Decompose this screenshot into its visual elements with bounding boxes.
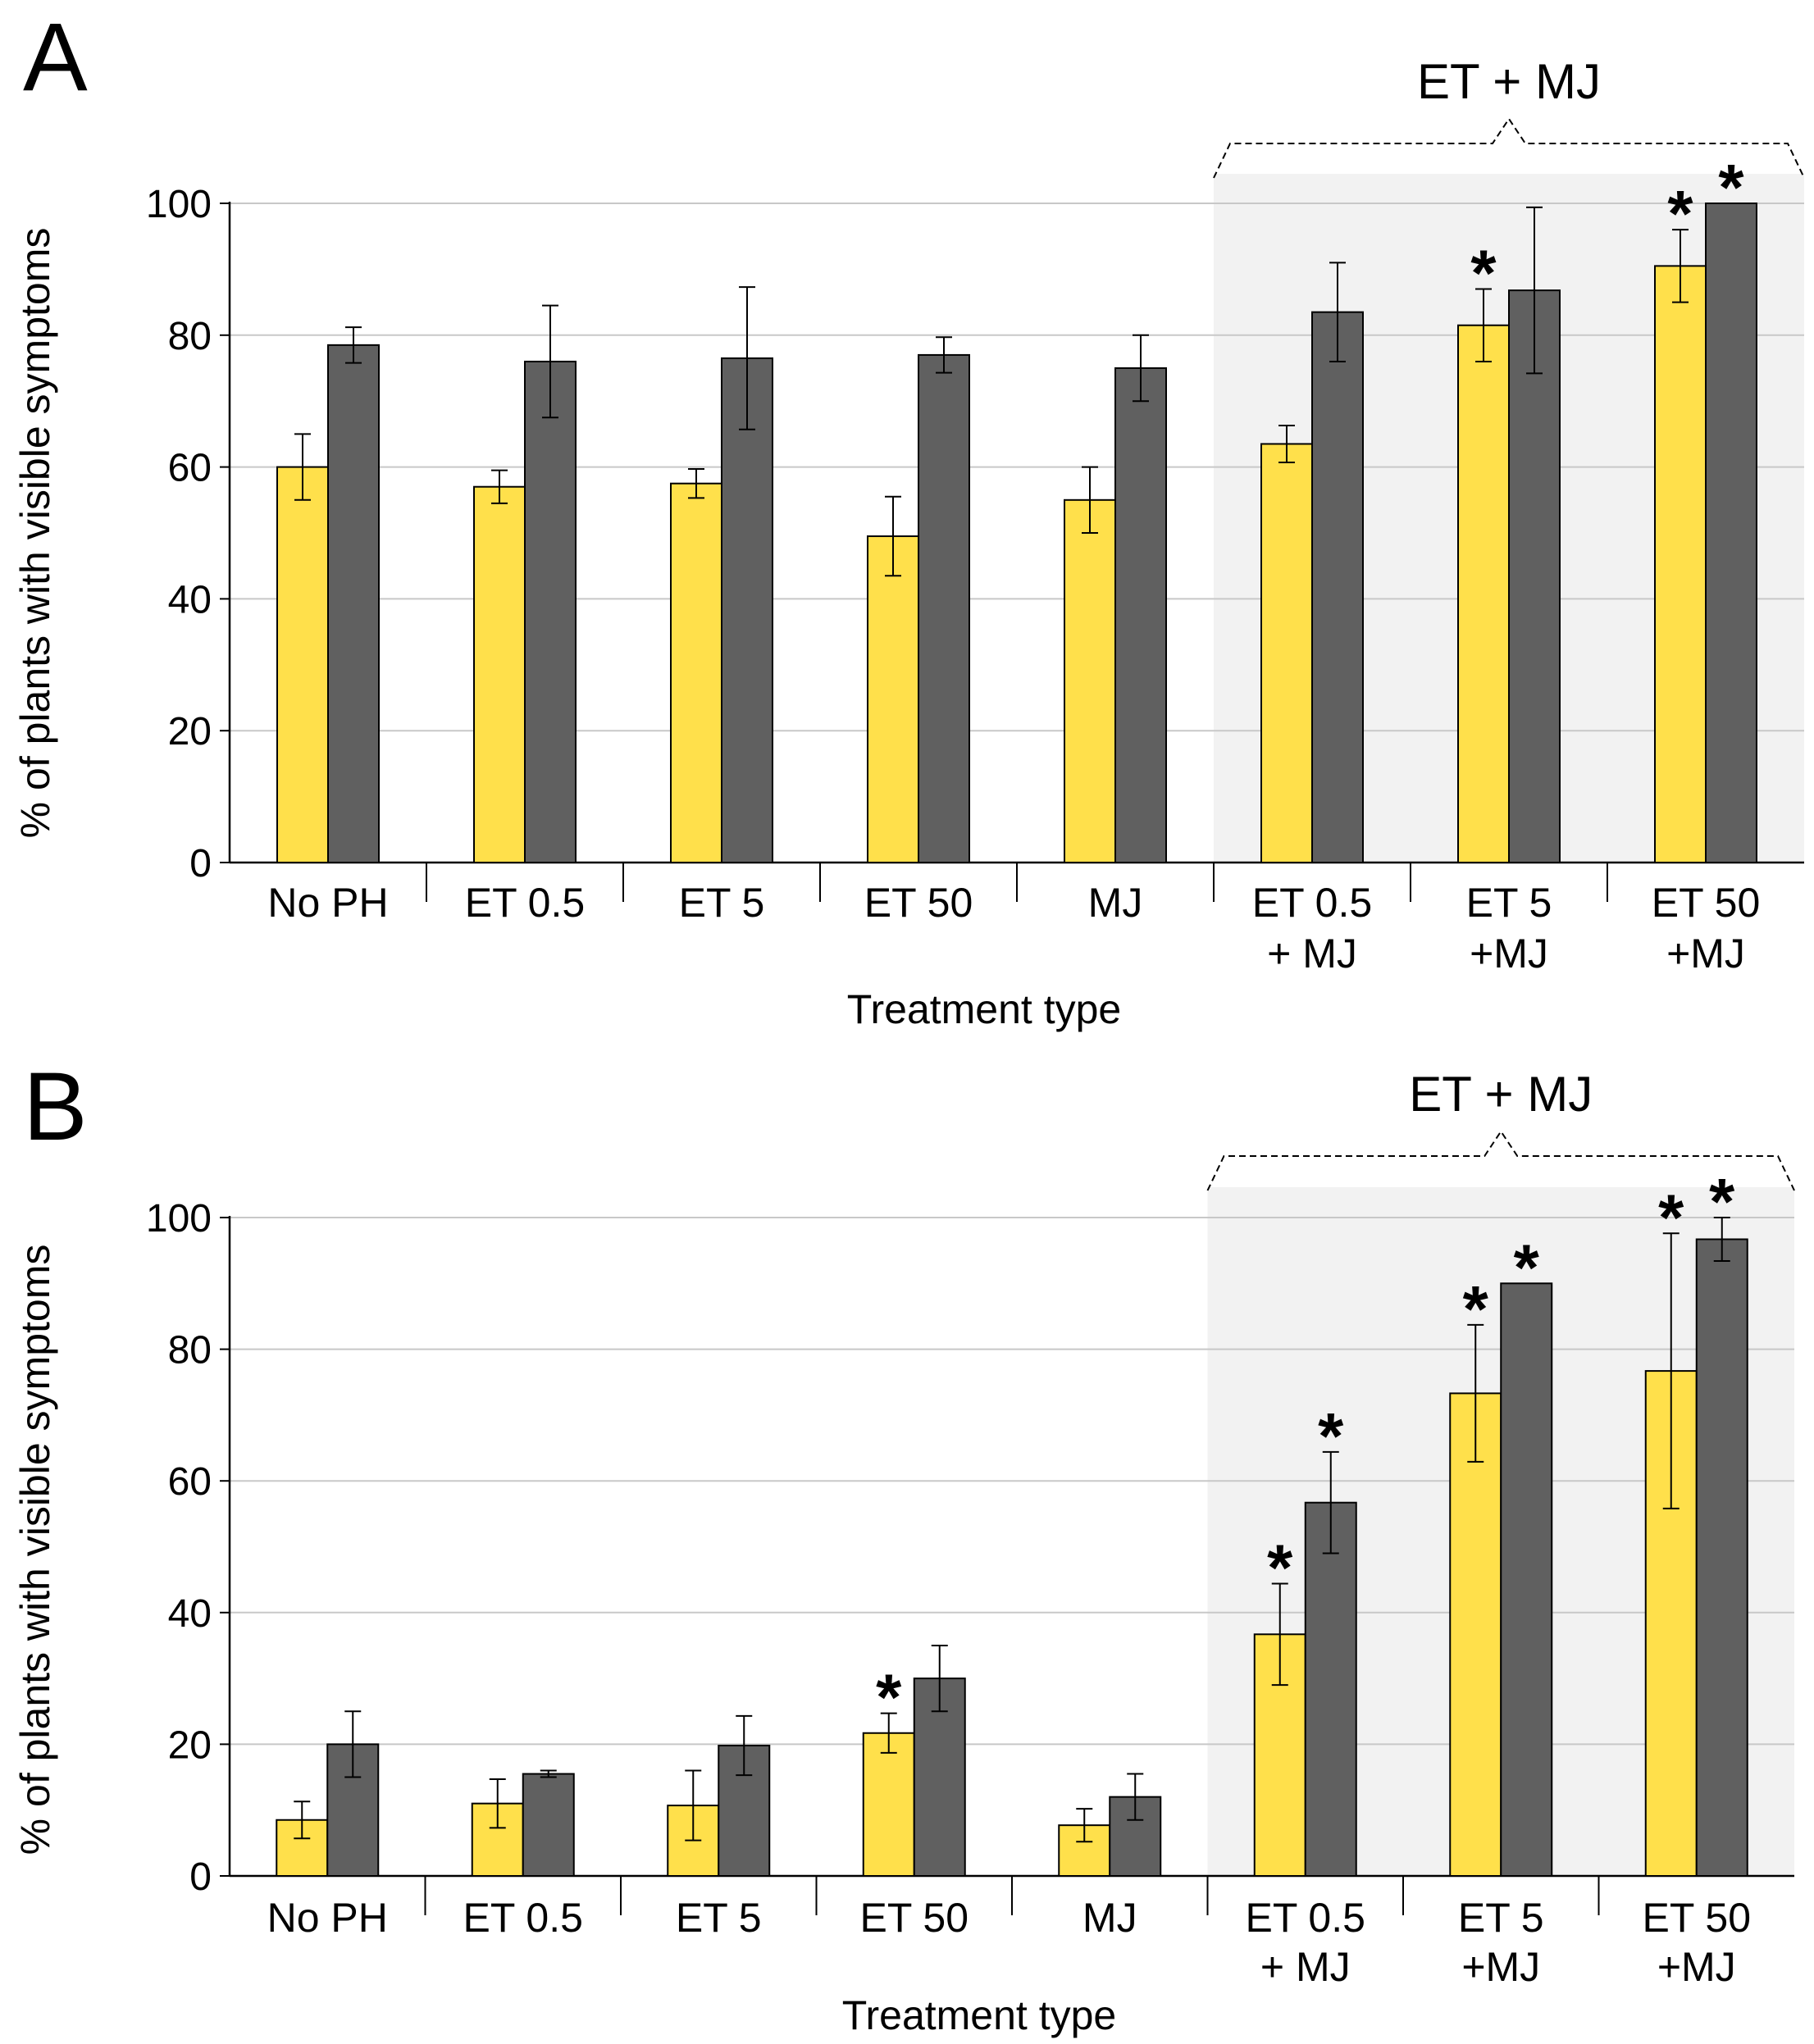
bar — [867, 535, 919, 864]
bar — [1260, 443, 1313, 864]
bar — [918, 353, 970, 864]
category-label: ET 0.5 — [463, 1895, 583, 1941]
category-label: + MJ — [1260, 1944, 1351, 1990]
bar — [1457, 324, 1510, 863]
bar — [1654, 265, 1707, 863]
category-label: +MJ — [1461, 1944, 1540, 1990]
significance-star: * — [1667, 177, 1693, 250]
bar — [862, 1732, 915, 1878]
bar — [1064, 498, 1116, 863]
bar — [1705, 203, 1757, 863]
significance-star: * — [1718, 151, 1744, 224]
bar — [1508, 289, 1561, 863]
x-axis-title: Treatment type — [842, 1992, 1116, 2038]
y-axis-title: % of plants with visible symptoms — [12, 1245, 58, 1855]
category-label: ET 0.5 — [1246, 1895, 1365, 1941]
y-tick-label: 20 — [168, 710, 212, 753]
category-label: ET 5 — [1466, 880, 1552, 926]
bar — [721, 357, 773, 863]
y-tick-label: 40 — [168, 578, 212, 621]
bar — [1114, 367, 1167, 863]
category-label: +MJ — [1666, 931, 1745, 976]
bar — [1500, 1282, 1553, 1878]
panel-a: 0 20 40 60 80 100 No PH ET 0.5 ET 5 ET 50 MJ ET 0.5… — [12, 3, 1805, 1032]
category-label: + MJ — [1267, 931, 1357, 976]
category-label: +MJ — [1657, 1944, 1736, 1990]
y-tick-label: 0 — [189, 1855, 212, 1899]
significance-star: * — [1470, 237, 1497, 310]
bar — [524, 360, 577, 863]
y-axis-title: % of plants with visible symptoms — [12, 228, 58, 839]
category-label: ET 5 — [676, 1895, 762, 1941]
category-label: ET 0.5 — [1252, 880, 1372, 926]
group-brace — [1213, 117, 1805, 179]
bar — [473, 485, 526, 863]
y-tick-label: 60 — [168, 447, 212, 490]
category-label: MJ — [1082, 1895, 1137, 1941]
significance-star: * — [1463, 1272, 1489, 1345]
group-label: ET + MJ — [1409, 1067, 1593, 1122]
category-label: +MJ — [1470, 931, 1548, 976]
significance-star: * — [1267, 1531, 1293, 1604]
group-label: ET + MJ — [1417, 54, 1601, 109]
significance-star: * — [1658, 1181, 1684, 1254]
significance-star: * — [1514, 1231, 1540, 1304]
category-label: No PH — [267, 1895, 388, 1941]
y-tick-label: 20 — [168, 1723, 212, 1767]
category-label: ET 50 — [1652, 880, 1761, 926]
y-tick-label: 100 — [146, 183, 212, 226]
bar — [522, 1773, 575, 1877]
category-label: ET 50 — [1643, 1895, 1752, 1941]
y-tick-label: 0 — [189, 842, 212, 885]
category-label: ET 5 — [1458, 1895, 1544, 1941]
bar — [670, 482, 722, 863]
category-label: ET 50 — [864, 880, 973, 926]
y-tick-label: 40 — [168, 1592, 212, 1636]
group-brace — [1206, 1130, 1795, 1191]
bar — [1449, 1392, 1502, 1877]
significance-star: * — [1318, 1400, 1344, 1473]
category-label: ET 50 — [860, 1895, 969, 1941]
category-label: ET 5 — [679, 880, 765, 926]
y-tick-label: 80 — [168, 1329, 212, 1373]
category-label: No PH — [267, 880, 388, 926]
x-axis-title: Treatment type — [847, 986, 1121, 1032]
bar — [1311, 311, 1364, 864]
category-label: ET 0.5 — [465, 880, 585, 926]
bar — [276, 466, 329, 863]
bar — [327, 344, 380, 863]
panel-letter: A — [23, 3, 88, 112]
category-label: MJ — [1088, 880, 1143, 926]
y-tick-label: 60 — [168, 1460, 212, 1504]
y-tick-label: 100 — [146, 1197, 212, 1241]
significance-star: * — [1709, 1165, 1735, 1238]
bar — [1304, 1501, 1357, 1877]
bar — [1695, 1238, 1748, 1877]
panel-letter: B — [23, 1053, 88, 1161]
y-tick-label: 80 — [168, 315, 212, 358]
significance-star: * — [876, 1661, 902, 1734]
panel-b: 0 20 40 60 80 100 No PH ET 0.5 ET 5 ET 50 MJ ET 0.5… — [12, 1053, 1795, 2038]
